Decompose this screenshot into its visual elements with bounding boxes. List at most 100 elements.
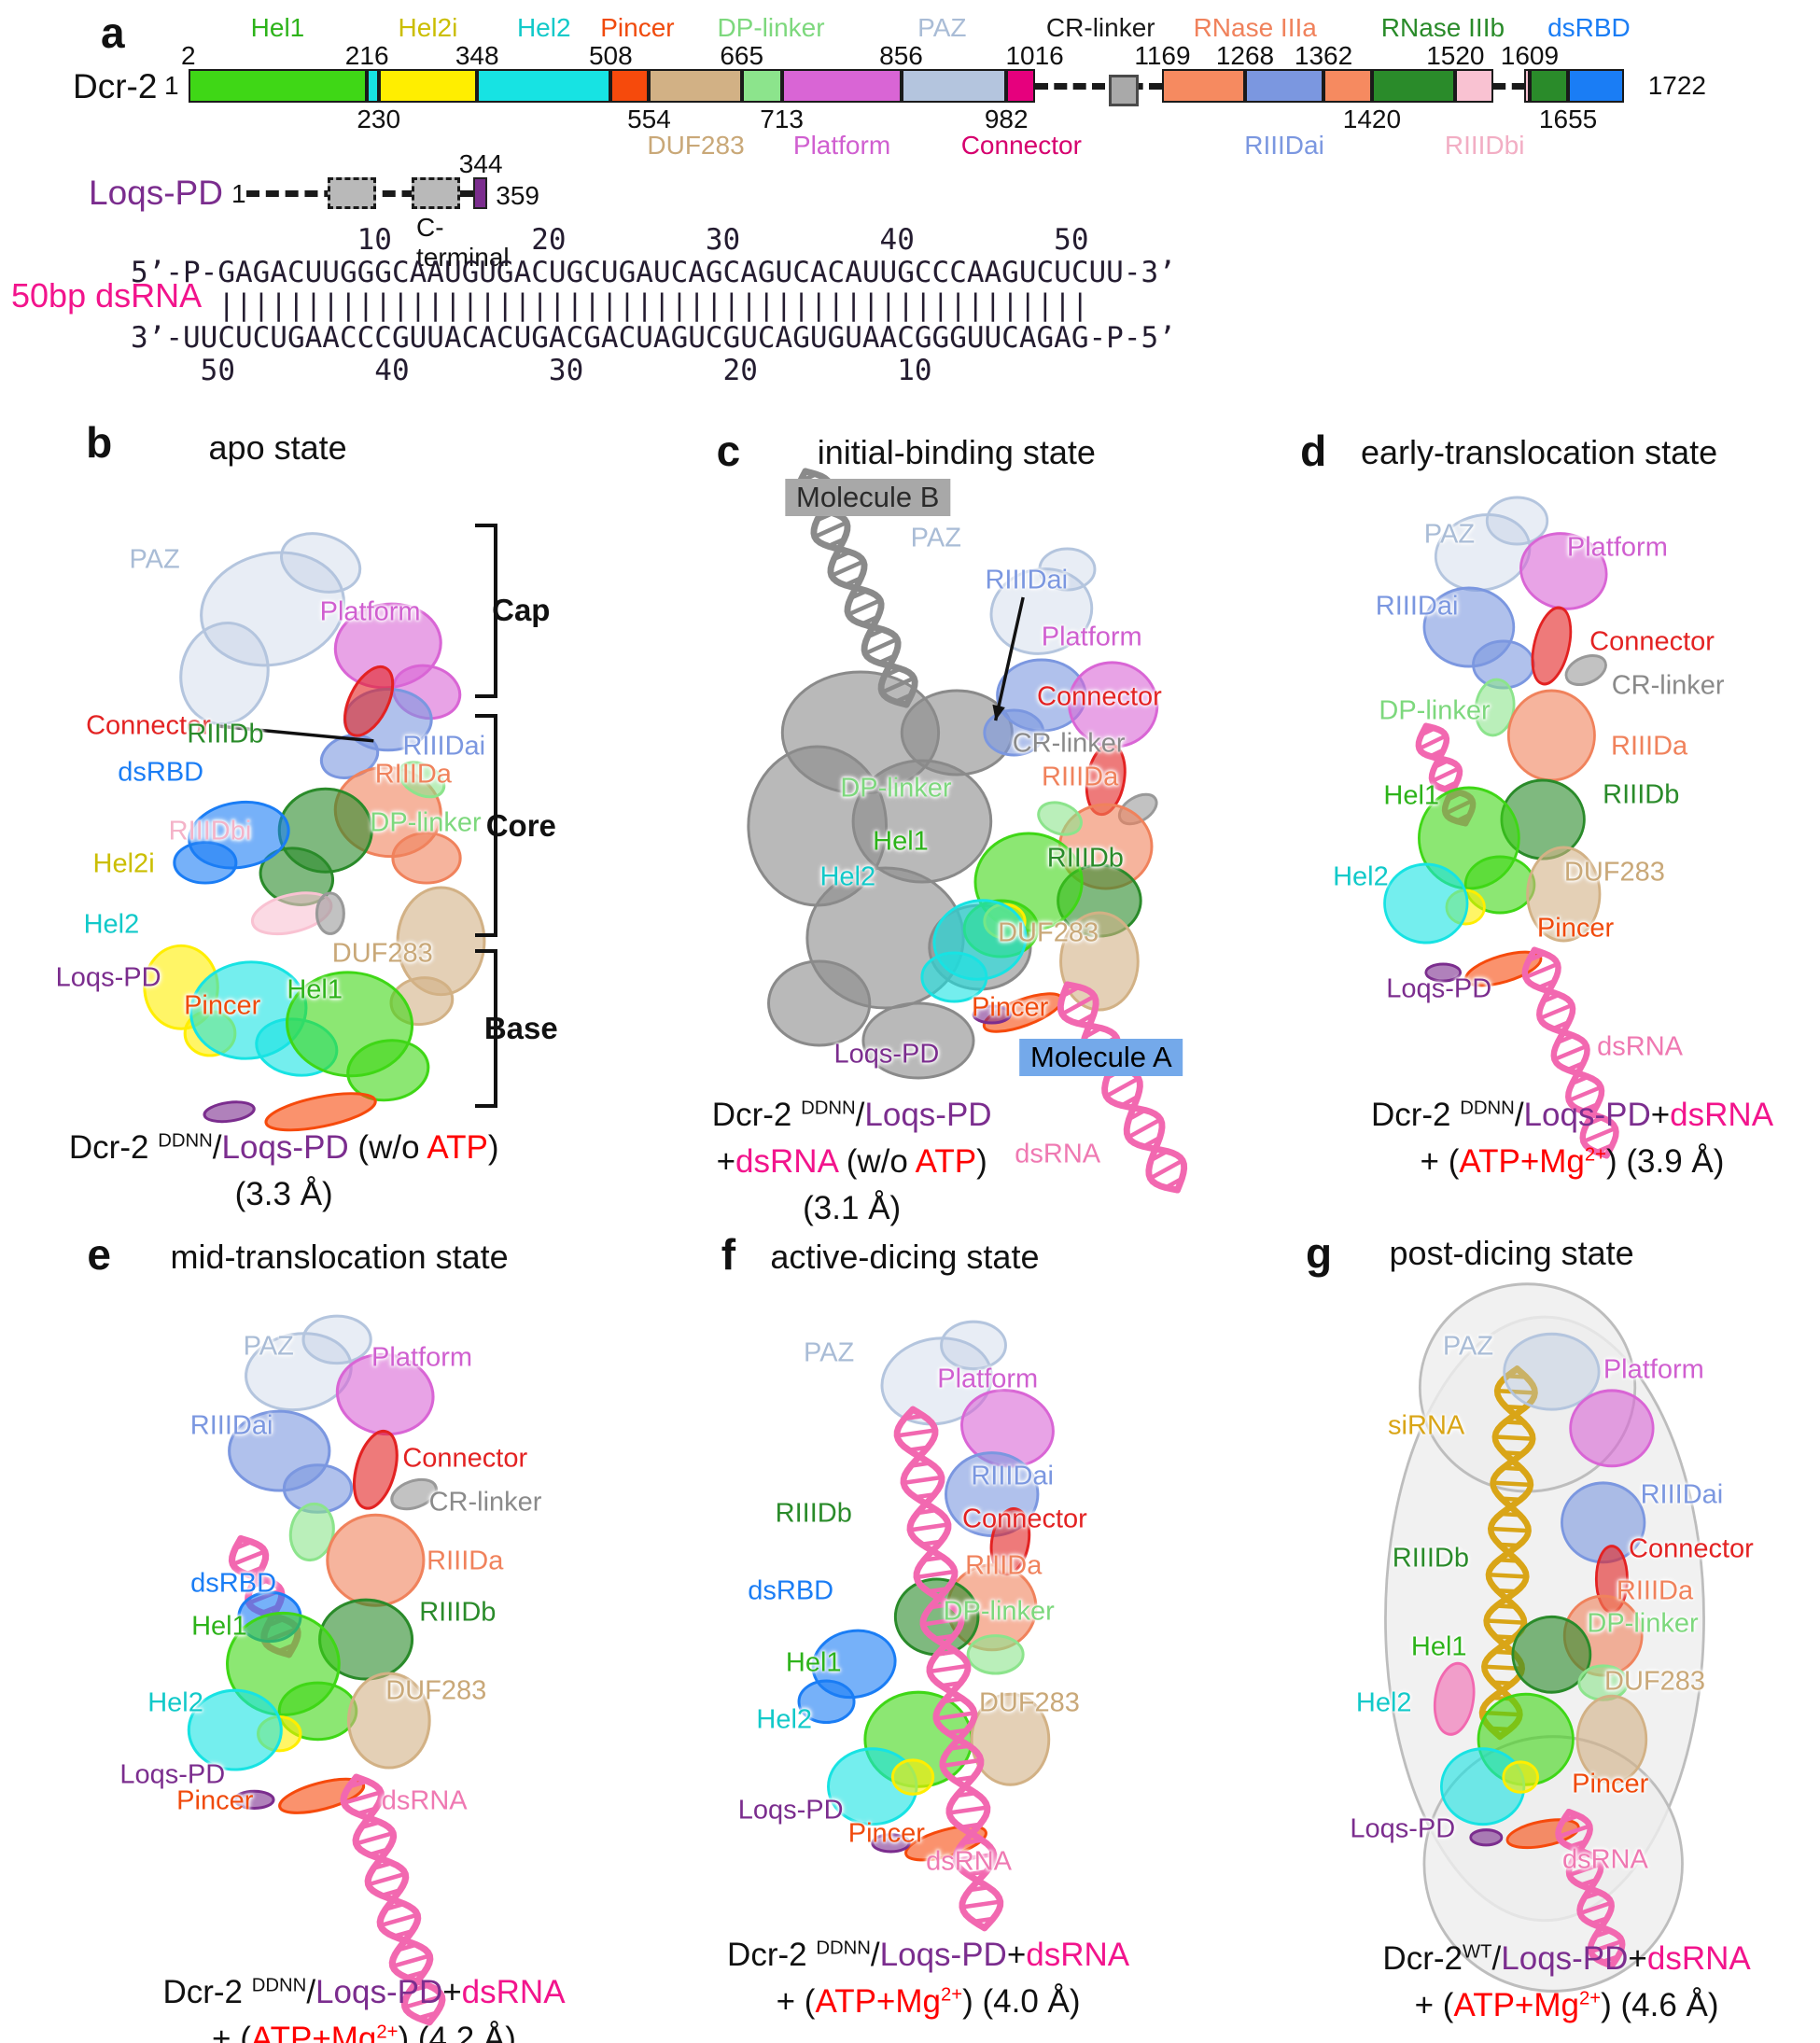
structure-label-dsrbd: dsRBD [748,1575,834,1606]
structure-label-duf283: DUF283 [385,1675,487,1706]
structure-label-pincer: Pincer [847,1818,925,1849]
residue-tick: 1520 [1426,41,1485,70]
dsrna-basepair-bars: ||||||||||||||||||||||||||||||||||||||||… [131,288,1089,323]
domain-name-hel2i: Hel2i [398,13,458,42]
loqs-pd-start-residue: 1 [231,179,246,208]
molecule-badge-molecule-a: Molecule A [1018,1039,1183,1077]
structure-label-riiidb: RIIIDb [775,1498,852,1529]
residue-tick: 1268 [1215,41,1275,70]
structure-label-riiida: RIIIDa [1616,1575,1694,1606]
dcr2-residue-ticks-bottom: 230 554 713 982 1420 1655 [187,105,1624,133]
residue-tick: 2 [180,41,196,70]
panel-f: f active-dicing state PAZ Platform RIIIDai RI… [681,1213,1269,2043]
panel-caption: Dcr-2 DDNN/Loqs-PD+dsRNA + (ATP+Mg2+) (4.… [727,1936,1130,2020]
panel-g: g post-dicing state PAZ Platform siRNA RIIIDa… [1269,1213,1820,2043]
dcr2-segment [378,69,478,103]
region-label-core: Core [485,807,556,843]
loqs-pd-track: Loqs-PD 1 344 359 C-terminal [0,149,1820,272]
structure-label-platform: Platform [319,596,421,627]
panel-caption: Dcr-2 DDNN/Loqs-PD+dsRNA + (ATP+Mg2+) (4.… [162,1973,566,2043]
dcr2-segment [367,69,379,103]
residue-tick: 1655 [1538,105,1598,133]
structure-label-dsrbd: dsRBD [118,757,204,788]
region-label-base: Base [483,1011,558,1046]
region-bracket-base [474,949,497,1108]
structure-label-riiida: RIIIDa [1611,731,1688,762]
domain-name-riiidbi: RIIIDbi [1444,131,1525,160]
residue-tick: 348 [455,41,499,70]
structure-label-pincer: Pincer [176,1785,254,1816]
structure-label-platform: Platform [1566,532,1668,563]
residue-tick: 230 [357,105,401,133]
residue-tick: 1169 [1134,41,1191,70]
structure-label-hel2: Hel2 [83,909,140,940]
panel-title: active-dicing state [770,1238,1040,1277]
structure-label-connector: Connector [1037,681,1162,712]
dsrna-block-label: 50bp dsRNA [11,276,203,315]
structure-label-hel1: Hel1 [1383,780,1440,811]
structure-label-pincer: Pincer [184,990,261,1021]
dcr2-segment [1371,69,1456,103]
structure-label-riiidai: RIIIDai [402,731,486,762]
panel-caption: Dcr-2 DDNN/Loqs-PD +dsRNA (w/o ATP) (3.1 Å… [711,1096,992,1226]
dcr2-domain-names-bottom: DUF283 Platform Connector RIIIDai RIIIDbi [187,131,1624,160]
dcr2-segment [1006,69,1035,103]
structure-label-loqs-pd: Loqs-PD [55,962,161,993]
structure-label-platform: Platform [1041,622,1142,652]
domain-name-hel2: Hel2 [516,13,571,42]
loqs-pd-dsrbd-box-2 [412,177,461,209]
dsrna-sequence-block: 50bp dsRNA 10 20 30 40 50 5’-P-GAGACUUGG… [0,223,1820,401]
structure-label-paz: PAZ [129,544,180,575]
structure-label-loqs-pd: Loqs-PD [119,1759,226,1790]
structure-label-riiidb: RIIIDb [187,719,264,749]
structure-label-dp-linker: DP-linker [840,773,952,804]
domain-name-dsrbd: dsRBD [1547,13,1631,42]
domain-name-hel1: Hel1 [250,13,305,42]
residue-tick: 665 [720,41,764,70]
structure-label-dsrna: dsRNA [381,1785,468,1816]
domain-name-platform: Platform [792,131,891,160]
structure-label-cr-linker: CR-linker [1012,728,1126,759]
structure-label-loqs-pd: Loqs-PD [1350,1813,1456,1844]
residue-tick: 1609 [1500,41,1560,70]
structure-label-riiidb: RIIIDb [1603,779,1680,810]
dsrna-ruler-top: 10 20 30 40 50 [131,223,1089,257]
loqs-pd-cterminal-box [473,177,488,209]
structure-label-riiidai: RIIIDai [1375,591,1459,622]
structure-label-hel1: Hel1 [873,826,929,857]
structure-label-dp-linker: DP-linker [370,807,482,838]
structure-label-paz: PAZ [804,1337,855,1368]
structure-label-hel2: Hel2 [147,1687,203,1718]
structure-label-hel2: Hel2 [819,861,876,892]
dcr2-segment [1455,69,1493,103]
residue-tick: 1420 [1342,105,1402,133]
molecule-badge-molecule-b: Molecule B [785,478,951,516]
dcr2-segment [649,69,742,103]
dsrna-sequence: 10 20 30 40 50 5’-P-GAGACUUGGGCAAUGUGACU… [131,223,1176,387]
structure-label-hel2i: Hel2i [92,848,155,879]
panel-letter: d [1300,426,1327,475]
structure-label-riiidai: RIIIDai [971,1461,1055,1491]
structure-label-paz: PAZ [1442,1331,1494,1362]
panel-letter: b [86,417,113,467]
structure-label-riiida: RIIIDa [374,759,452,790]
dcr2-segment [741,69,782,103]
structure-label-riiidai: RIIIDai [985,565,1069,595]
panel-letter: c [716,426,741,475]
dcr2-segment [781,69,902,103]
structure-label-connector: Connector [1629,1533,1754,1564]
dcr2-segment [1323,69,1372,103]
dcr2-segment [1244,69,1324,103]
domain-name-connector: Connector [960,131,1082,160]
structure-label-hel1: Hel1 [1410,1631,1467,1662]
dcr2-residue-ticks-top: 2 216 348 508 665 856 1016 1169 1268 1362 1520 1609 [181,41,1624,70]
dcr2-segment [1492,83,1524,90]
panel-caption: Dcr-2WT/Loqs-PD+dsRNA + (ATP+Mg2+) (4.6 Å… [1382,1939,1751,2023]
panel-c: c initial-binding state PAZ RIIIDai Platform… [681,401,1269,1226]
structure-label-pincer: Pincer [1572,1769,1649,1799]
residue-tick: 856 [879,41,923,70]
loqs-pd-end-residue: 359 [496,181,539,210]
dcr2-segment [1162,69,1245,103]
structure-label-riiida: RIIIDa [427,1546,504,1576]
